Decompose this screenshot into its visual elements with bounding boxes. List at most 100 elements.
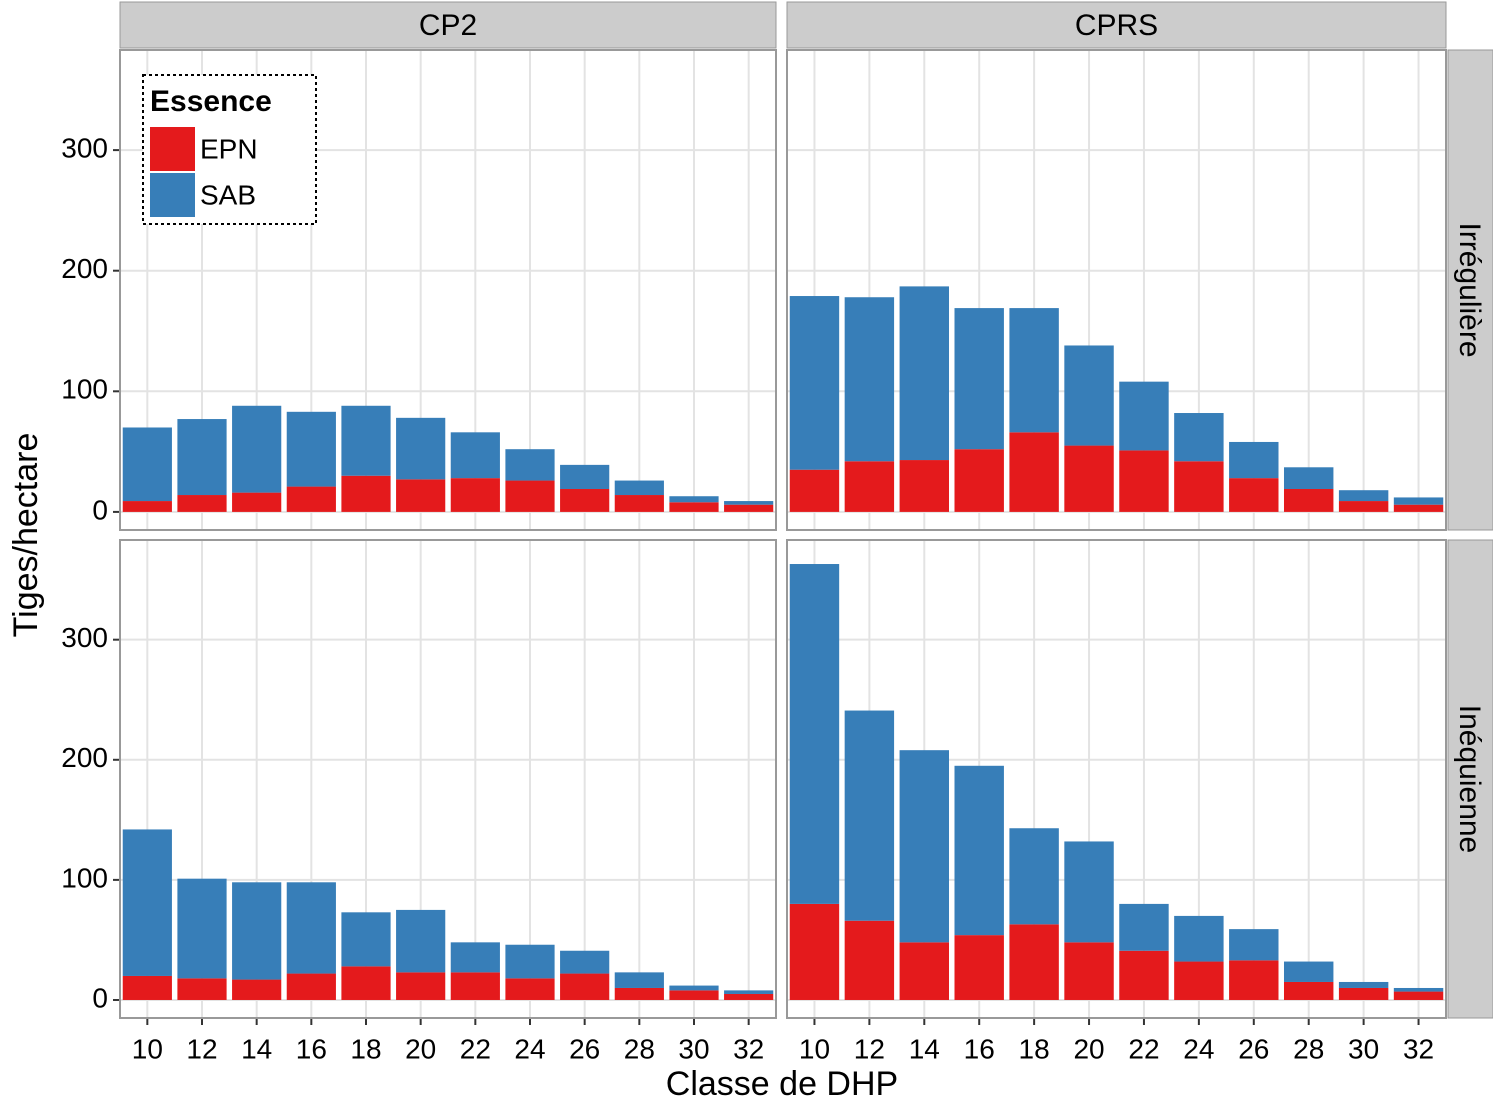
bar-segment [560, 488, 610, 512]
legend-label: EPN [200, 133, 258, 164]
facet-label: CPRS [1075, 9, 1158, 42]
bar-segment [1393, 991, 1444, 1000]
x-tick-label: 18 [1019, 1033, 1050, 1064]
facet-strip [119, 1, 777, 49]
bar-segment [669, 985, 719, 991]
x-tick-label: 14 [909, 1033, 940, 1064]
y-tick-label: 200 [61, 742, 108, 773]
bar-segment [1338, 490, 1389, 502]
bar-segment [1009, 924, 1059, 1000]
facet-strip [786, 1, 1447, 49]
y-tick-label: 0 [92, 982, 108, 1013]
bar-segment [844, 461, 895, 512]
facet-label: Irrégulière [1453, 222, 1486, 357]
bar-segment [1393, 504, 1444, 512]
bar-segment [1174, 461, 1224, 512]
bar-segment [505, 480, 555, 512]
bar-segment [232, 979, 282, 1000]
bar-segment [1174, 961, 1224, 1000]
bar-segment [177, 878, 227, 979]
bar-segment [396, 417, 446, 480]
legend-title: Essence [150, 85, 272, 118]
x-tick-label: 26 [1238, 1033, 1269, 1064]
panel-background [120, 540, 776, 1018]
bar-segment [1064, 841, 1114, 943]
facet-label: Inéquienne [1453, 705, 1486, 853]
bar-segment [954, 308, 1004, 450]
bar-segment [1283, 981, 1334, 1000]
bar-segment [669, 502, 719, 512]
bar-segment [122, 829, 172, 976]
bar-segment [1174, 915, 1224, 962]
legend-label: SAB [200, 179, 256, 210]
bar-segment [1174, 413, 1224, 462]
y-tick-label: 100 [61, 862, 108, 893]
x-tick-label: 20 [1073, 1033, 1104, 1064]
bar-segment [505, 978, 555, 1000]
legend-key [150, 127, 195, 171]
bar-segment [560, 973, 610, 1000]
x-tick-label: 26 [569, 1033, 600, 1064]
bar-segment [286, 973, 336, 1000]
bar-segment [341, 966, 391, 1000]
bar-segment [1009, 308, 1059, 433]
bar-segment [844, 710, 895, 921]
bar-segment [899, 286, 950, 461]
bar-segment [232, 492, 282, 512]
bar-segment [844, 920, 895, 1000]
bar-segment [450, 432, 500, 479]
x-tick-label: 22 [460, 1033, 491, 1064]
x-tick-label: 28 [624, 1033, 655, 1064]
bar-segment [1119, 903, 1169, 951]
x-tick-label: 16 [964, 1033, 995, 1064]
bar-segment [341, 405, 391, 476]
panel-background [787, 50, 1446, 530]
bar-segment [505, 449, 555, 481]
bar-segment [286, 411, 336, 487]
bar-segment [669, 990, 719, 1000]
panel-border [119, 539, 777, 1019]
bar-segment [122, 975, 172, 1000]
panel-background [787, 540, 1446, 1018]
bar-segment [899, 750, 950, 943]
bar-segment [789, 296, 840, 470]
panel-border [786, 539, 1447, 1019]
panel-border [786, 49, 1447, 531]
bar-segment [614, 987, 664, 1000]
y-tick-label: 200 [61, 253, 108, 284]
bar-segment [614, 495, 664, 512]
bar-segment [1283, 488, 1334, 512]
x-axis-title: Classe de DHP [666, 1065, 898, 1103]
bar-segment [899, 460, 950, 512]
bar-segment [1064, 445, 1114, 512]
bar-segment [1009, 432, 1059, 512]
bar-segment [122, 501, 172, 512]
bar-segment [724, 501, 774, 505]
bar-segment [1064, 345, 1114, 446]
bar-segment [122, 427, 172, 502]
bar-segment [954, 449, 1004, 512]
bar-segment [1229, 478, 1279, 512]
bar-segment [450, 942, 500, 973]
y-axis-title: Tiges/hectare [7, 433, 45, 638]
bar-segment [396, 909, 446, 973]
bar-segment [286, 486, 336, 512]
x-tick-label: 10 [799, 1033, 830, 1064]
bar-segment [341, 912, 391, 967]
bar-segment [177, 978, 227, 1000]
bar-segment [1064, 942, 1114, 1000]
bar-segment [724, 990, 774, 994]
bar-segment [954, 935, 1004, 1000]
bar-segment [724, 504, 774, 512]
x-tick-label: 10 [132, 1033, 163, 1064]
bar-segment [1229, 960, 1279, 1000]
panel-border [119, 49, 777, 531]
bar-segment [396, 972, 446, 1000]
x-tick-label: 32 [733, 1033, 764, 1064]
bar-segment [1229, 441, 1279, 479]
bar-segment [450, 478, 500, 512]
bar-segment [1229, 929, 1279, 961]
bar-segment [954, 765, 1004, 936]
legend-key [150, 173, 195, 217]
